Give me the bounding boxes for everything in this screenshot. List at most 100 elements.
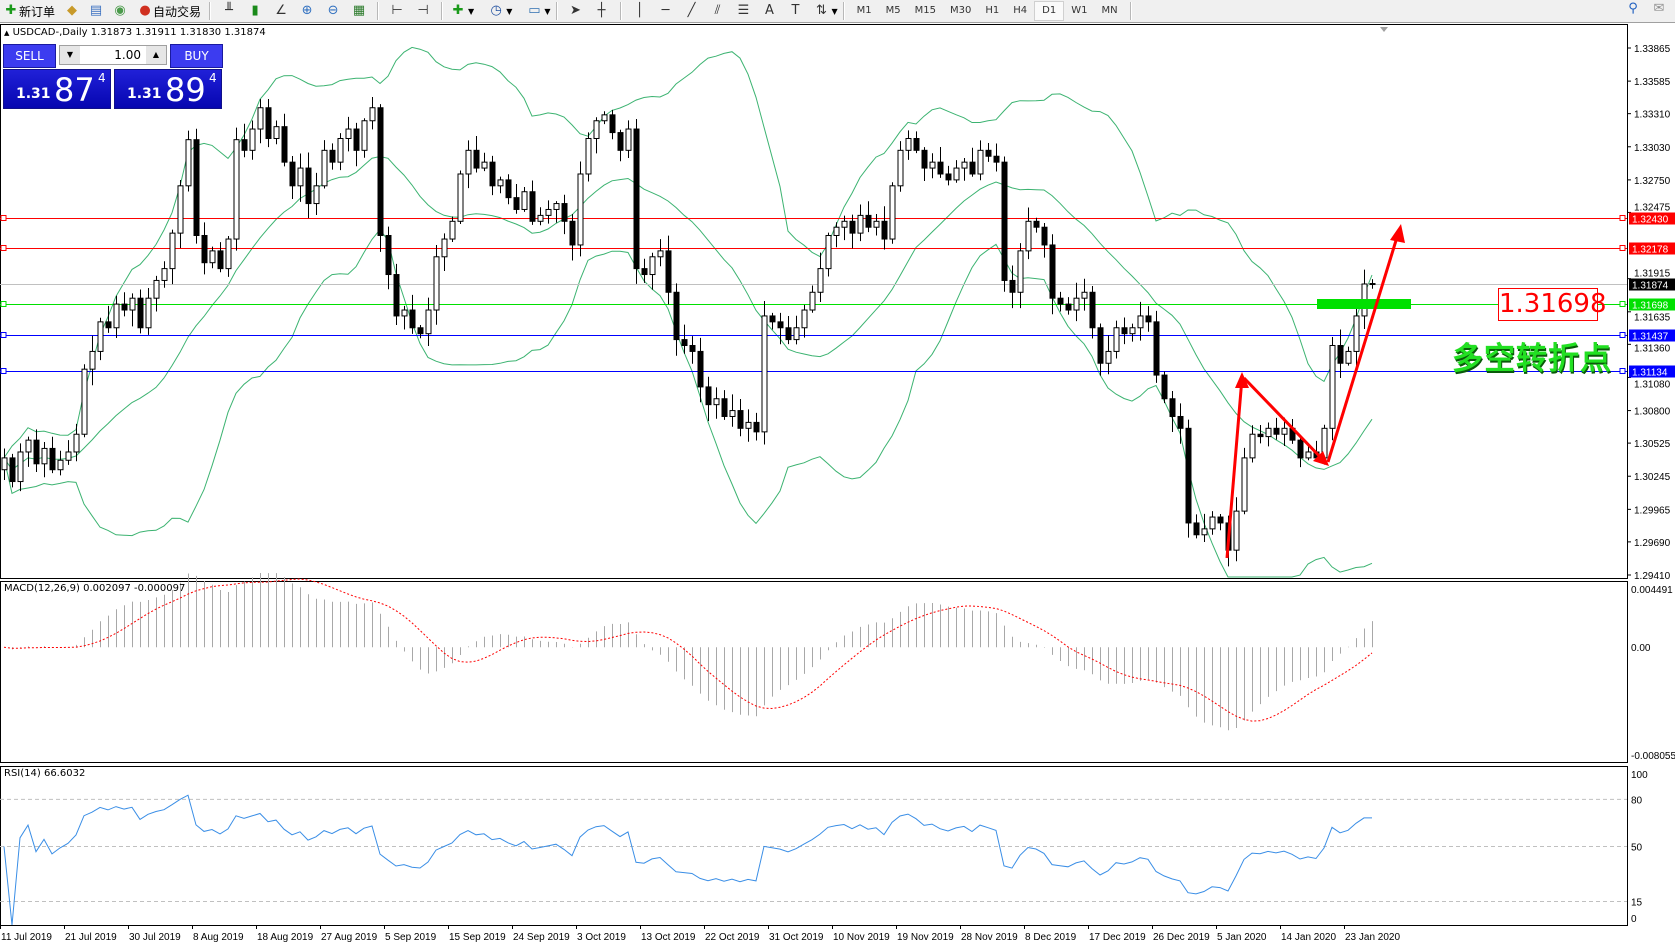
lot-increase-icon[interactable]: ▲ — [146, 46, 166, 64]
chevron-down-icon[interactable]: ▼ — [831, 6, 838, 16]
candle-bull — [953, 167, 960, 181]
annotation-turning-point-text[interactable]: 多空转折点 — [1452, 341, 1612, 377]
candle-bull — [441, 238, 448, 258]
annotation-price-box[interactable]: 1.31698 — [1498, 288, 1607, 321]
autoscroll-icon[interactable]: ⊣ — [417, 3, 429, 18]
chart-shift-icon[interactable]: ⊢ — [391, 3, 403, 18]
level-handle-icon[interactable] — [0, 245, 7, 251]
sell-price[interactable]: 1.31 87 4 — [3, 69, 111, 109]
timeframe-m5[interactable]: M5 — [885, 5, 901, 16]
chat-icon[interactable]: ✉ — [1653, 1, 1665, 16]
candlestick-chart-icon[interactable]: ▮ — [251, 3, 259, 18]
signals-icon[interactable]: ◉ — [114, 3, 126, 18]
arrow-up-leg[interactable] — [1225, 377, 1244, 559]
indicators-icon[interactable]: ✚ — [452, 3, 464, 18]
chart-shift-marker-icon[interactable] — [1380, 27, 1388, 32]
chevron-down-icon[interactable]: ▼ — [468, 6, 475, 16]
vertical-line-icon[interactable]: │ — [635, 3, 644, 18]
tile-windows-icon[interactable]: ▦ — [352, 3, 366, 18]
buy-price[interactable]: 1.31 89 4 — [114, 69, 222, 109]
candle-bull — [17, 451, 24, 483]
cursor-icon[interactable]: ➤ — [570, 3, 581, 18]
time-axis-label: 24 Sep 2019 — [513, 932, 570, 943]
time-axis-label: 10 Nov 2019 — [833, 932, 890, 943]
zoom-in-icon[interactable]: ⊕ — [301, 3, 313, 18]
lot-size-input[interactable]: 1.00 — [114, 48, 141, 62]
timeframe-m30[interactable]: M30 — [950, 5, 972, 16]
templates-icon[interactable]: ▭ — [528, 3, 541, 18]
timeframe-w1[interactable]: W1 — [1071, 5, 1088, 16]
time-axis-label: 22 Oct 2019 — [705, 932, 760, 943]
new-order-icon: ✚ — [5, 3, 17, 18]
terminal-icon[interactable]: ▤ — [89, 3, 103, 18]
bar-chart-icon[interactable]: ╨ — [225, 3, 233, 18]
timeframe-mn[interactable]: MN — [1101, 5, 1118, 16]
candle-bear — [785, 327, 792, 341]
level-handle-icon[interactable] — [1619, 332, 1626, 338]
buy-button[interactable]: BUY — [170, 44, 223, 68]
candle-bear — [241, 139, 248, 151]
timeframe-h1[interactable]: H1 — [985, 5, 1000, 16]
time-axis-label: 15 Sep 2019 — [449, 932, 506, 943]
rsi-line — [3, 794, 1372, 926]
candle-bull — [369, 107, 376, 122]
chevron-down-icon[interactable]: ▼ — [506, 6, 513, 16]
new-order-button[interactable]: ✚ 新订单 — [0, 1, 58, 21]
collapse-triangle-icon[interactable]: ▲ — [4, 29, 10, 37]
candle-bear — [1009, 279, 1016, 293]
level-handle-icon[interactable] — [1619, 301, 1626, 307]
level-handle-icon[interactable] — [0, 332, 7, 338]
level-handle-icon[interactable] — [0, 215, 7, 221]
arrowhead-icon — [1313, 451, 1329, 466]
support-zone-bar[interactable] — [1317, 299, 1411, 309]
text-icon[interactable]: A — [765, 3, 774, 18]
toolbar-separator — [555, 2, 558, 20]
trendline-icon[interactable]: ╱ — [687, 3, 696, 18]
chevron-down-icon[interactable]: ▼ — [544, 6, 551, 16]
level-handle-icon[interactable] — [0, 301, 7, 307]
price-axis-label: 1.31635 — [1634, 313, 1671, 324]
sell-button[interactable]: SELL — [3, 44, 56, 68]
candle-bear — [305, 167, 312, 205]
crosshair-icon[interactable]: ┼ — [597, 3, 606, 18]
candle-bear — [641, 268, 648, 276]
level-handle-icon[interactable] — [1619, 245, 1626, 251]
arrows-icon[interactable]: ⇅ — [816, 3, 827, 18]
periods-icon[interactable]: ◷ — [490, 3, 502, 18]
lot-size-stepper[interactable]: ▼ 1.00 ▲ — [59, 45, 167, 65]
equidistant-channel-icon[interactable]: ⫽ — [714, 3, 721, 18]
timeframe-d1[interactable]: D1 — [1034, 1, 1065, 21]
timeframe-m15[interactable]: M15 — [914, 5, 937, 16]
candle-bull — [521, 191, 528, 210]
candle-bull — [129, 297, 136, 311]
text-label-icon[interactable]: T — [791, 3, 800, 18]
macd-axis-label: -0.008055 — [1631, 751, 1675, 762]
timeframe-m1[interactable]: M1 — [856, 5, 872, 16]
level-handle-icon[interactable] — [1619, 215, 1626, 221]
candle-bear — [121, 303, 128, 311]
level-handle-icon[interactable] — [0, 368, 7, 374]
time-axis-label: 27 Aug 2019 — [321, 932, 378, 943]
price-axis-label: 1.33030 — [1634, 143, 1671, 154]
time-axis-label: 19 Nov 2019 — [897, 932, 954, 943]
zoom-out-icon[interactable]: ⊖ — [327, 3, 339, 18]
toolbar: ✚ 新订单 ◆ ▤ ◉ ● 自动交易 ╨ ▮ ∠ ⊕ ⊖ ▦ ⊢ ⊣ ✚ ▼ ◷ ▼… — [0, 0, 1675, 23]
candle-bull — [233, 139, 240, 240]
timeframe-h4[interactable]: H4 — [1013, 5, 1028, 16]
candle-bear — [505, 179, 512, 199]
rsi-axis-label: 100 — [1631, 770, 1648, 781]
line-chart-icon[interactable]: ∠ — [275, 3, 287, 18]
fibonacci-icon[interactable]: ☰ — [737, 3, 750, 18]
arrow-breakout-leg[interactable] — [1326, 233, 1400, 463]
auto-trading-button[interactable]: ● 自动交易 — [134, 1, 204, 21]
arrow-down-leg[interactable] — [1242, 376, 1328, 465]
search-icon[interactable]: ⚲ — [1628, 1, 1638, 16]
candle-bull — [961, 161, 968, 169]
lot-decrease-icon[interactable]: ▼ — [60, 46, 80, 64]
market-watch-icon[interactable]: ◆ — [67, 3, 78, 18]
horizontal-line-icon[interactable]: ─ — [661, 3, 670, 18]
bollinger-band-middle — [3, 155, 1373, 471]
candle-bull — [457, 173, 464, 222]
level-handle-icon[interactable] — [1619, 368, 1626, 374]
